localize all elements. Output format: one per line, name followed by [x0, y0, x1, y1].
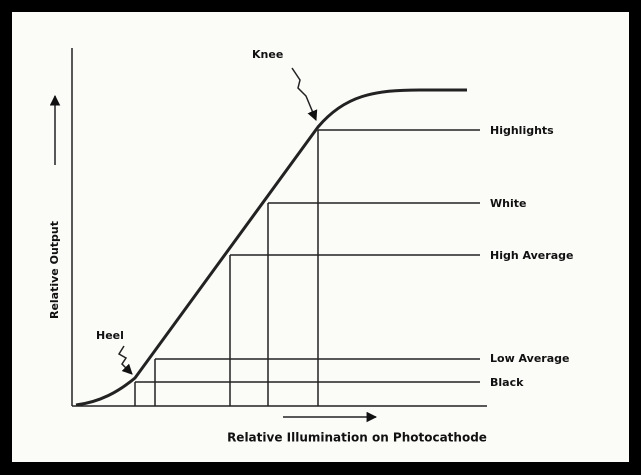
- heel-label: Heel: [96, 329, 124, 342]
- y-axis-label: Relative Output: [48, 221, 61, 319]
- level-label: Highlights: [490, 124, 554, 137]
- level-lines: [134, 129, 480, 406]
- level-label: Low Average: [490, 352, 570, 365]
- knee-arrow: [291, 67, 318, 121]
- panel: [12, 12, 629, 462]
- level-label: White: [490, 197, 526, 210]
- x-axis-label: Relative Illumination on Photocathode: [227, 431, 487, 445]
- transfer-curve: [75, 88, 467, 407]
- knee-label: Knee: [252, 48, 283, 61]
- level-label: Black: [490, 376, 524, 389]
- heel-arrow: [117, 345, 133, 375]
- level-label: High Average: [490, 249, 573, 262]
